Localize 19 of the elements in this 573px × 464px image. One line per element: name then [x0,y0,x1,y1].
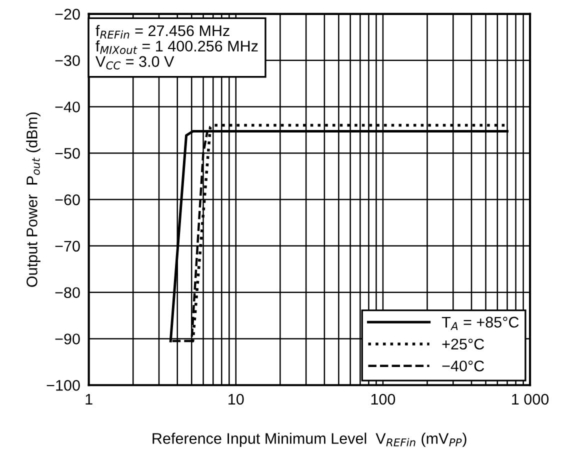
x-tick-label: 10 [228,394,244,405]
legend-label: +25°C [442,338,484,350]
text: f$_{REFin}$ = 27.456 MHz f$_{MIXout}$ = 1 400.256 MHz V$_{CC}$ = 3.0 V [96,24,258,70]
y-tick-label: −100 [46,380,80,391]
y-tick-label: −50 [55,148,80,159]
y-tick-label: −60 [55,194,80,206]
y-tick-label: −80 [55,287,80,298]
x-tick-label: 1 [86,394,92,405]
y-tick-label: −70 [55,240,80,252]
y-tick-label: −30 [55,55,80,66]
x-tick-label: 100 [371,394,396,405]
y-tick-label: −20 [55,8,80,20]
x-axis-title: Reference Input Minimum Level V$_{REFin}$ (mV$_{PP}$) [152,432,466,447]
x-tick-label: 1 000 [512,394,549,405]
legend-label: −40°C [442,360,484,372]
legend-label: T$_{A}$ = +85°C [442,316,519,330]
y-tick-label: −90 [55,334,80,344]
y-axis-title: Output Power P$_{out}$ (dBm) [26,112,40,287]
y-tick-label: −40 [55,102,80,112]
